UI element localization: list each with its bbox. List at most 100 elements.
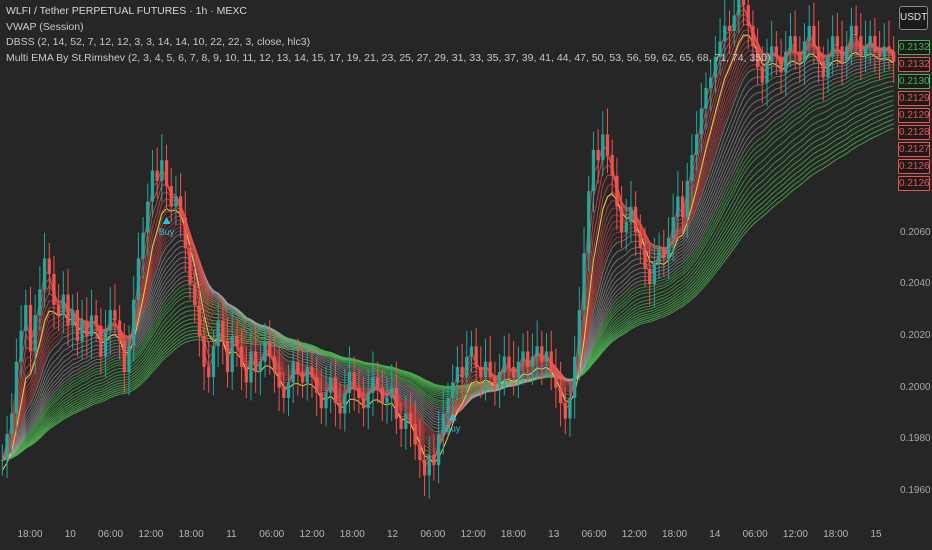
x-tick-5: 11	[226, 529, 237, 540]
candle-body-59	[277, 372, 281, 388]
candle-body-99	[465, 356, 469, 378]
candle-body-104	[488, 361, 492, 378]
candle-body-79	[371, 377, 375, 393]
x-tick-3: 12:00	[138, 529, 164, 540]
candle-body-121	[568, 397, 572, 419]
price-tag-3: 0.2129	[898, 91, 930, 106]
candle-body-100	[469, 346, 474, 357]
candle-body-109	[512, 366, 516, 378]
candle-body-185	[868, 36, 872, 47]
candle-body-129	[605, 134, 610, 156]
candle-body-131	[615, 175, 619, 207]
candle-body-52	[244, 366, 248, 383]
candle-body-57	[268, 341, 272, 357]
candle-body-103	[483, 361, 488, 378]
candle-body-66	[310, 366, 314, 378]
candle-body-53	[249, 351, 253, 383]
candle-body-81	[380, 387, 384, 404]
price-tag-6: 0.2127	[898, 142, 930, 157]
candle-body-47	[221, 320, 225, 342]
candle-body-4	[19, 330, 23, 362]
x-tick-10: 06:00	[420, 529, 446, 540]
price-scale[interactable]: USDT 0.2132 0.2132 0.2130 0.2129 0.2129 0.212…	[896, 0, 932, 522]
candle-body-173	[812, 25, 816, 47]
price-tag-7: 0.2126	[898, 159, 930, 174]
candle-body-133	[624, 222, 628, 233]
x-tick-13: 13	[548, 529, 560, 540]
candle-body-135	[634, 206, 638, 233]
candle-body-146	[685, 180, 689, 218]
candle-body-17	[80, 320, 84, 342]
candle-body-60	[282, 387, 286, 398]
candle-body-120	[563, 403, 567, 419]
candle-body-186	[873, 36, 877, 52]
candle-body-91	[427, 454, 431, 476]
candle-body-86	[404, 413, 408, 429]
y-tick-2: 0.2000	[900, 381, 931, 393]
candle-body-140	[657, 248, 661, 264]
candle-body-94	[441, 413, 445, 435]
candle-body-8	[38, 289, 42, 316]
legend-dbss[interactable]: DBSS (2, 14, 52, 7, 12, 12, 3, 3, 14, 14…	[6, 36, 311, 48]
candle-body-142	[666, 237, 671, 259]
candle-body-44	[207, 366, 211, 378]
candle-body-38	[178, 196, 183, 218]
candle-body-9	[42, 258, 47, 290]
legend-multi-ema[interactable]: Multi EMA By St.Rimshev (2, 3, 4, 5, 6, …	[6, 51, 771, 64]
candle-body-124	[582, 253, 586, 311]
candle-body-179	[840, 46, 844, 63]
candle-body-96	[451, 382, 455, 398]
x-tick-9: 12	[387, 529, 399, 540]
x-tick-19: 12:00	[782, 529, 808, 540]
candle-body-30	[141, 232, 145, 259]
candle-body-31	[146, 201, 150, 233]
x-tick-18: 06:00	[742, 529, 768, 540]
candle-body-148	[694, 134, 699, 156]
candle-body-3	[14, 361, 19, 414]
legend: WLFI / Tether PERPETUAL FUTURES · 1h · M…	[6, 4, 770, 66]
x-tick-11: 12:00	[460, 529, 486, 540]
candle-body-75	[352, 372, 356, 388]
time-axis[interactable]: 18:00 10 06:00 12:00 18:00 11 06:00 12:00 18:00 1…	[0, 522, 932, 550]
candle-body-190	[892, 51, 896, 63]
candle-body-178	[835, 36, 840, 47]
candle-body-137	[643, 248, 647, 269]
candle-body-11	[52, 273, 56, 305]
candle-body-12	[56, 304, 61, 316]
price-tag-0: 0.2132	[898, 40, 930, 55]
candle-body-170	[798, 51, 802, 63]
currency-button[interactable]: USDT	[899, 6, 928, 30]
candle-body-113	[530, 356, 535, 367]
candle-body-150	[704, 87, 708, 109]
candle-body-70	[329, 377, 333, 393]
candle-body-80	[375, 377, 380, 388]
candle-body-123	[577, 310, 581, 357]
candle-body-127	[596, 149, 600, 161]
candle-body-7	[33, 315, 37, 352]
candle-body-36	[169, 186, 173, 207]
legend-title[interactable]: WLFI / Tether PERPETUAL FUTURES · 1h · M…	[6, 5, 247, 17]
candle-body-95	[446, 397, 450, 414]
candle-body-93	[436, 434, 441, 466]
candle-body-41	[193, 284, 197, 305]
price-chart[interactable]: Buy Buy	[0, 0, 896, 522]
candle-body-24	[113, 310, 117, 321]
candle-body-13	[61, 294, 65, 316]
legend-vwap[interactable]: VWAP (Session)	[6, 20, 84, 33]
candle-body-71	[333, 377, 338, 404]
candle-body-153	[718, 41, 722, 57]
candle-body-78	[366, 392, 370, 409]
candle-body-64	[300, 372, 305, 383]
candle-body-19	[89, 315, 94, 336]
candle-body-20	[94, 315, 98, 326]
candle-body-132	[619, 206, 624, 233]
candle-body-116	[544, 351, 549, 362]
candle-body-158	[741, 0, 746, 6]
x-tick-4: 18:00	[178, 529, 204, 540]
y-tick-1: 0.1980	[900, 433, 931, 445]
candle-body-27	[127, 346, 131, 373]
price-tag-2: 0.2130	[898, 74, 930, 89]
y-tick-4: 0.2040	[900, 278, 931, 290]
candle-body-107	[502, 356, 506, 373]
candle-body-184	[863, 46, 868, 57]
